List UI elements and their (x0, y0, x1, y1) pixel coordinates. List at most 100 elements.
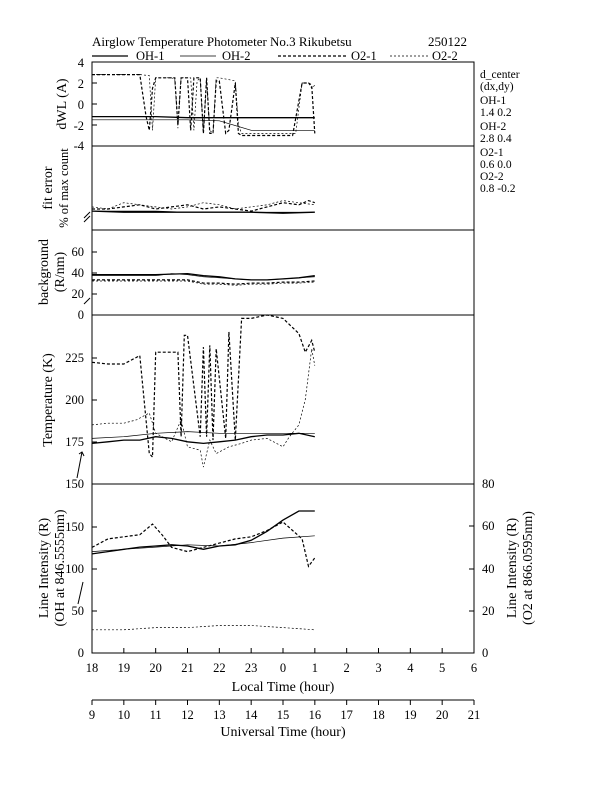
series-temperature-oh-1 (91, 432, 315, 445)
panel-background-frame (91, 229, 475, 316)
ut-tick-label: 15 (277, 708, 290, 722)
ut-tick-label: 16 (309, 708, 322, 722)
series-line-intensity-o2-1 (91, 521, 316, 568)
series-fit-error-o2-1 (92, 199, 315, 212)
local-tick-label: 2 (344, 661, 350, 675)
panel-temperature-frame (91, 314, 475, 485)
temperature-ytick-label: 150 (65, 477, 84, 491)
local-tick-label: 4 (407, 661, 414, 675)
dwl-ylabel: dWL (A) (55, 78, 70, 130)
panel-background-axis: background (R/nm) 60 40 20 0 (37, 239, 97, 322)
local-tick-label: 6 (471, 661, 477, 675)
intensity-ytick-label-right: 40 (482, 562, 495, 576)
series-line-intensity-oh-1 (91, 510, 315, 555)
side-info-subheader: (dx,dy) (480, 81, 514, 93)
ut-tick-label: 21 (468, 708, 481, 722)
series-background-oh-2 (92, 273, 315, 281)
background-axis-break (83, 297, 91, 305)
side-info: d_center (dx,dy) OH-1 1.4 0.2 OH-2 2.8 0… (480, 69, 520, 195)
local-tick-label: 1 (312, 661, 318, 675)
panel-intensity-frame (91, 483, 475, 654)
side-info-name-o22: O2-2 (480, 171, 504, 183)
temperature-ylabel: Temperature (K) (41, 353, 56, 447)
dwl-ytick-label: 0 (78, 98, 84, 112)
background-ytick-label: 0 (78, 308, 84, 322)
intensity-ytick-label-right: 60 (482, 519, 495, 533)
series-dwl-oh-1 (92, 115, 315, 119)
side-info-name-oh1: OH-1 (480, 95, 506, 107)
intensity-ylabel-right2: (O2 at 866.0595nm) (521, 511, 536, 625)
local-tick-label: 19 (118, 661, 131, 675)
background-ytick-label: 40 (72, 266, 85, 280)
intensity-ytick-label-right: 0 (482, 646, 488, 660)
fit-error-ylabel2: % of max count (57, 148, 71, 228)
x-axis-ut: 9 10 11 12 13 14 15 16 17 18 19 20 21 Universal Time… (89, 699, 480, 740)
ut-tick-label: 9 (89, 708, 95, 722)
local-tick-label: 21 (181, 661, 194, 675)
x-axis-local-label: Local Time (hour) (232, 680, 335, 695)
background-ytick-label: 20 (72, 287, 85, 301)
ut-tick-label: 17 (340, 708, 353, 722)
ut-tick-group: 9 10 11 12 13 14 15 16 17 18 19 20 21 (89, 700, 480, 722)
panel-fit-error-axis: fit error % of max count (41, 148, 91, 228)
local-tick-label: 3 (375, 661, 381, 675)
local-tick-label: 18 (86, 661, 99, 675)
local-tick-label: 0 (280, 661, 286, 675)
intensity-ylabel2: (OH at 846.5555nm) (53, 509, 68, 626)
ut-tick-label: 19 (404, 708, 417, 722)
temperature-ytick-label: 225 (65, 351, 84, 365)
legend-label-o21: O2-1 (351, 49, 377, 63)
side-info-name-o21: O2-1 (480, 147, 504, 159)
background-ylabel2: (R/nm) (53, 251, 68, 292)
legend-label-o22: O2-2 (432, 49, 458, 63)
dwl-ytick-label: -2 (74, 119, 84, 133)
intensity-ytick-label: 150 (65, 520, 84, 534)
series-layer (91, 73, 316, 631)
side-info-value-oh1: 1.4 0.2 (480, 107, 512, 119)
intensity-axis-break (77, 581, 84, 605)
fit-error-ylabel: fit error (41, 166, 56, 209)
figure-title: Airglow Temperature Photometer No.3 Riku… (92, 34, 352, 49)
series-temperature-o2-2 (91, 348, 316, 468)
temperature-ytick-label: 200 (65, 393, 84, 407)
side-info-value-oh2: 2.8 0.4 (480, 133, 512, 145)
ut-tick-label: 14 (245, 708, 258, 722)
series-fit-error-o2-2 (91, 200, 315, 210)
background-ytick-label: 60 (72, 245, 85, 259)
series-temperature-o2-1 (91, 314, 316, 459)
intensity-ylabel: Line Intensity (R) (37, 518, 52, 619)
legend: OH-1 OH-2 O2-1 O2-2 (92, 49, 458, 63)
side-info-header: d_center (480, 69, 520, 81)
series-line-intensity-o2-2 (92, 625, 315, 631)
panel-fit-error-frame (91, 145, 475, 231)
local-tick-label: 22 (213, 661, 226, 675)
intensity-ytick-label: 50 (72, 604, 85, 618)
fit-error-axis-break (83, 211, 91, 223)
legend-label-oh2: OH-2 (222, 49, 250, 63)
panel-frames (91, 61, 475, 654)
series-line-intensity-oh-2 (91, 535, 315, 552)
ut-tick-label: 13 (213, 708, 226, 722)
intensity-ytick-label: 100 (65, 562, 84, 576)
background-ylabel: background (37, 239, 52, 305)
local-tick-label: 5 (439, 661, 445, 675)
panel-dwl-axis: dWL (A) 4 2 0 -2 -4 (55, 56, 97, 153)
local-tick-label: 20 (149, 661, 162, 675)
intensity-ytick-label-right: 20 (482, 604, 495, 618)
temperature-axis-break (76, 451, 85, 479)
series-fit-error-oh-2 (92, 210, 315, 213)
temperature-ytick-label: 175 (65, 435, 84, 449)
side-info-value-o22: 0.8 -0.2 (480, 183, 516, 195)
ut-tick-label: 18 (372, 708, 385, 722)
legend-label-oh1: OH-1 (136, 49, 164, 63)
ut-tick-label: 11 (150, 708, 162, 722)
dwl-ytick-label: 4 (78, 56, 85, 70)
ut-tick-label: 20 (436, 708, 449, 722)
series-dwl-oh-2 (92, 119, 315, 131)
figure-date: 250122 (428, 34, 467, 49)
intensity-ylabel-right: Line Intensity (R) (505, 518, 520, 619)
side-info-name-oh2: OH-2 (480, 121, 506, 133)
ut-tick-label: 10 (118, 708, 131, 722)
intensity-ytick-label: 0 (78, 646, 84, 660)
